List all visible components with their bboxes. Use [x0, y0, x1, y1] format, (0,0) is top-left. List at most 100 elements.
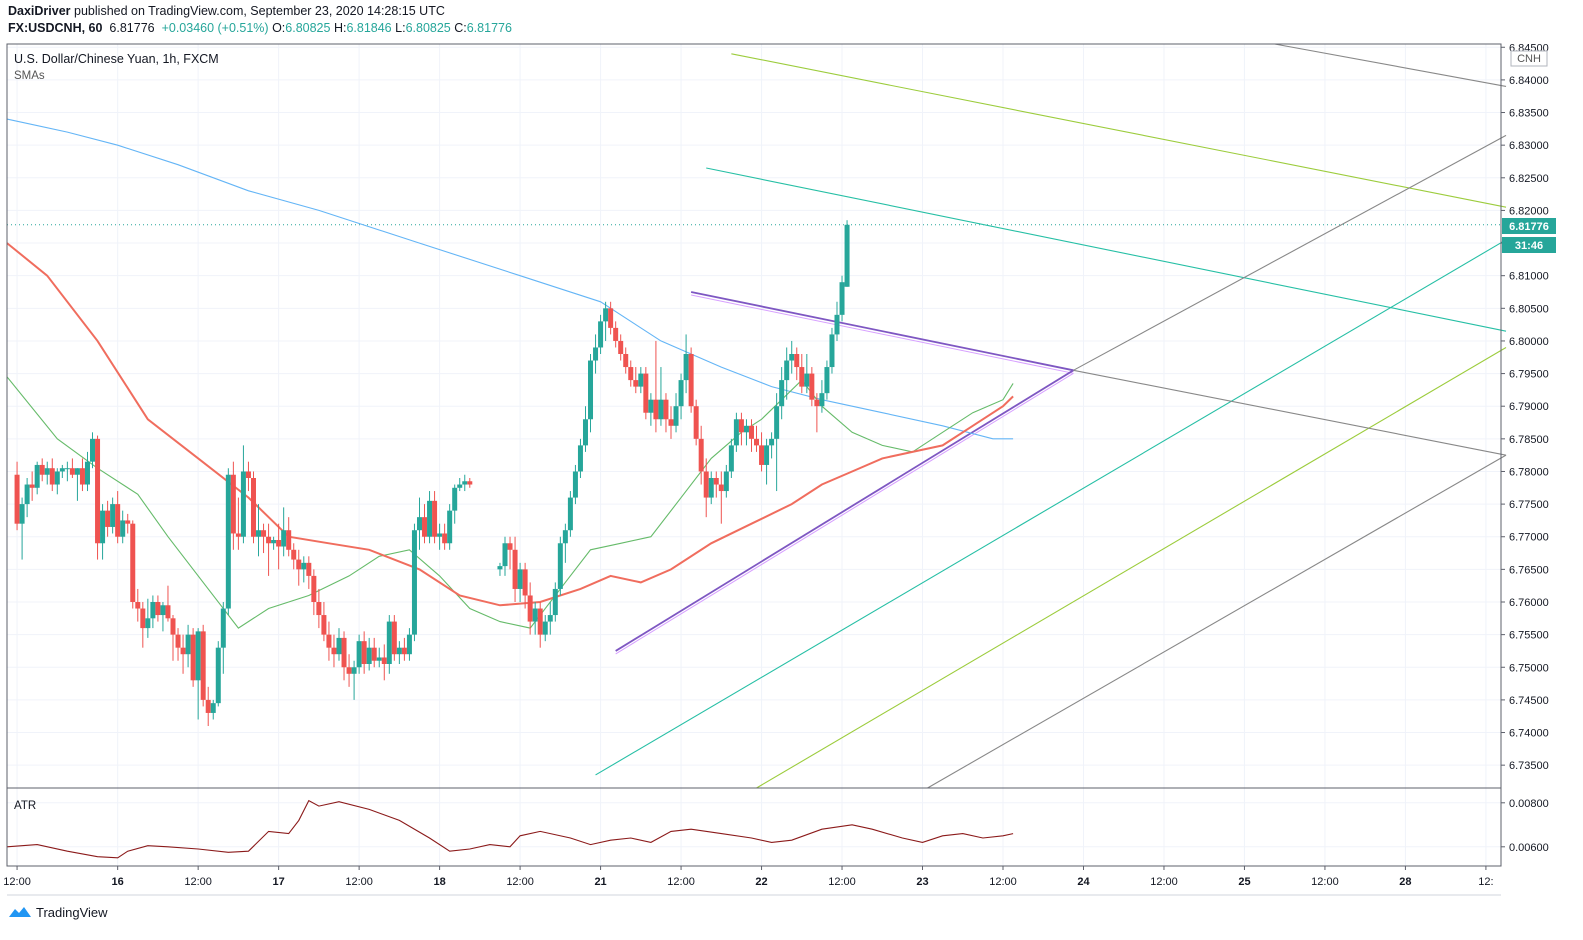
- candle: [250, 478, 256, 537]
- price-tick-label: 6.79000: [1509, 401, 1549, 413]
- atr-line: [6, 799, 1014, 859]
- low-value: 6.80825: [405, 21, 451, 35]
- candle: [593, 347, 599, 361]
- atr-tick-label: 0.00800: [1509, 798, 1549, 810]
- time-tick-label: 12:00: [1311, 876, 1339, 888]
- candle: [683, 354, 689, 381]
- time-axis[interactable]: 12:00 16 12:00 17 12:00 18 12:00 21 12:00 22 12:00…: [3, 866, 1494, 888]
- price-axis[interactable]: 6.845006.840006.835006.830006.825006.820…: [1501, 42, 1549, 772]
- candle: [14, 474, 20, 524]
- atr-axis[interactable]: 0.00800 0.00600: [1501, 798, 1549, 854]
- upper-green-line: [731, 53, 1507, 208]
- price-tick-label: 6.76000: [1509, 597, 1549, 609]
- open-label: O:: [272, 21, 286, 35]
- candle: [225, 474, 231, 609]
- price-tick-label: 6.73500: [1509, 760, 1549, 772]
- price-tick-label: 6.82000: [1509, 205, 1549, 217]
- last-price-badge: [1502, 218, 1556, 234]
- author-name[interactable]: DaxiDriver: [8, 4, 71, 18]
- triangle-extension: [1073, 369, 1507, 456]
- candle: [437, 533, 443, 537]
- candle: [769, 438, 775, 446]
- last-price: 6.81776: [109, 21, 155, 35]
- candle: [457, 484, 463, 488]
- candle: [311, 575, 317, 602]
- candle: [502, 543, 508, 567]
- candle: [115, 504, 121, 537]
- candle: [653, 399, 659, 420]
- candle: [623, 354, 629, 368]
- price-change: +0.03460 (+0.51%): [161, 21, 269, 35]
- candle: [759, 445, 765, 465]
- candle: [140, 608, 146, 629]
- symbol: FX:USDCNH, 60: [8, 21, 103, 35]
- tradingview-footer[interactable]: TradingView: [8, 904, 108, 920]
- gray-ascending-line: [1073, 134, 1507, 371]
- candle: [447, 510, 453, 544]
- candle: [442, 533, 448, 544]
- countdown-text: 31:46: [1515, 240, 1543, 252]
- candle: [276, 540, 282, 547]
- publish-info: DaxiDriver published on TradingView.com,…: [8, 4, 445, 18]
- candle: [462, 481, 468, 485]
- candle: [170, 618, 176, 635]
- candle: [190, 634, 196, 681]
- candle: [743, 425, 749, 433]
- candle: [733, 419, 739, 446]
- time-tick-label: 12:00: [3, 876, 31, 888]
- price-tick-label: 6.83000: [1509, 140, 1549, 152]
- candle: [195, 631, 201, 681]
- candle: [210, 703, 216, 713]
- candle: [90, 438, 96, 462]
- atr-label[interactable]: ATR: [14, 800, 36, 812]
- time-tick-label: 12:00: [506, 876, 534, 888]
- chart-frame: [6, 43, 1502, 896]
- drawings: [595, 43, 1507, 789]
- candle: [467, 481, 473, 485]
- candle: [618, 340, 624, 354]
- price-tick-label: 6.80000: [1509, 336, 1549, 348]
- candle: [562, 530, 568, 544]
- candle: [572, 471, 578, 498]
- candle: [703, 471, 709, 498]
- time-tick-label: 12:00: [184, 876, 212, 888]
- candle: [406, 634, 412, 655]
- candle: [341, 637, 347, 668]
- candle: [386, 621, 392, 664]
- legend-indicator[interactable]: SMAs: [14, 70, 45, 82]
- candle: [215, 647, 221, 704]
- candle: [316, 602, 322, 616]
- candle: [497, 566, 503, 570]
- candle: [256, 530, 262, 537]
- published-text: published on TradingView.com, September …: [74, 4, 445, 18]
- legend-title: U.S. Dollar/Chinese Yuan, 1h, FXCM: [14, 52, 219, 66]
- upper-gray-line: [1274, 43, 1507, 87]
- candles: [14, 220, 850, 726]
- time-tick-label: 12:00: [989, 876, 1017, 888]
- sma-slow-line: [6, 118, 1014, 440]
- candle: [79, 468, 85, 485]
- candle: [522, 569, 528, 596]
- candle: [603, 308, 609, 322]
- candle: [738, 419, 744, 433]
- upper-triangle-line: [690, 291, 1074, 372]
- price-tick-label: 6.74000: [1509, 728, 1549, 740]
- candle: [245, 471, 251, 478]
- candle: [678, 380, 684, 407]
- price-tick-label: 6.75000: [1509, 662, 1549, 674]
- candle: [764, 445, 770, 465]
- candle: [261, 530, 267, 537]
- price-tick-label: 6.80500: [1509, 303, 1549, 315]
- candle: [376, 657, 382, 661]
- candle: [723, 471, 729, 492]
- price-tick-label: 6.78500: [1509, 434, 1549, 446]
- candle: [356, 641, 362, 668]
- candle: [512, 549, 518, 589]
- candle: [588, 360, 594, 420]
- candle: [64, 468, 70, 470]
- candle: [100, 510, 106, 544]
- low-label: L:: [395, 21, 406, 35]
- price-tick-label: 6.82500: [1509, 173, 1549, 185]
- candle: [613, 327, 619, 341]
